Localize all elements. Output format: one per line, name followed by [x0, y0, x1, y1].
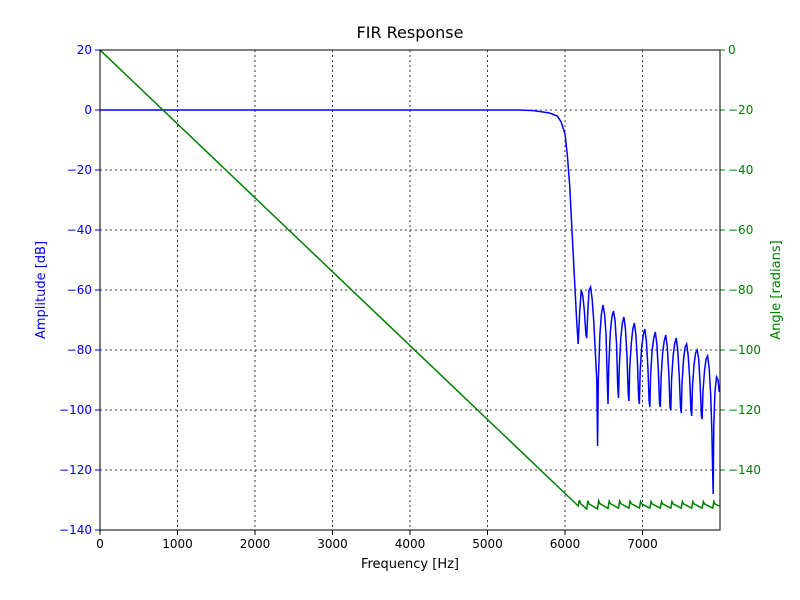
svg-text:−100: −100 — [59, 403, 92, 417]
x-axis-label: Frequency [Hz] — [361, 557, 459, 572]
svg-text:−140: −140 — [728, 463, 761, 477]
y-right-ticks: −140 −120 −100 −80 −60 −40 −20 0 — [720, 43, 761, 477]
svg-text:0: 0 — [84, 103, 92, 117]
svg-text:0: 0 — [728, 43, 736, 57]
svg-text:4000: 4000 — [395, 537, 426, 551]
svg-text:7000: 7000 — [627, 537, 658, 551]
svg-text:−20: −20 — [728, 103, 753, 117]
svg-text:−60: −60 — [67, 283, 92, 297]
svg-text:−100: −100 — [728, 343, 761, 357]
fir-response-chart: FIR Response −140 −120 −100 −80 −60 −40 −20 0 20… — [0, 0, 800, 600]
y-left-axis-label: Amplitude [dB] — [34, 241, 49, 339]
svg-text:20: 20 — [77, 43, 92, 57]
svg-text:2000: 2000 — [240, 537, 271, 551]
svg-text:−40: −40 — [728, 163, 753, 177]
chart-title: FIR Response — [357, 23, 464, 42]
svg-text:−80: −80 — [67, 343, 92, 357]
y-left-ticks: −140 −120 −100 −80 −60 −40 −20 0 20 — [59, 43, 100, 537]
svg-text:0: 0 — [96, 537, 104, 551]
svg-text:−20: −20 — [67, 163, 92, 177]
y-right-axis-label: Angle [radians] — [769, 240, 784, 339]
svg-text:5000: 5000 — [472, 537, 503, 551]
x-ticks: 0 1000 2000 3000 4000 5000 6000 7000 — [96, 530, 658, 551]
svg-text:−60: −60 — [728, 223, 753, 237]
svg-text:1000: 1000 — [162, 537, 193, 551]
svg-text:3000: 3000 — [317, 537, 348, 551]
svg-text:−120: −120 — [728, 403, 761, 417]
svg-text:−40: −40 — [67, 223, 92, 237]
svg-text:−120: −120 — [59, 463, 92, 477]
svg-text:−140: −140 — [59, 523, 92, 537]
svg-text:−80: −80 — [728, 283, 753, 297]
svg-text:6000: 6000 — [550, 537, 581, 551]
